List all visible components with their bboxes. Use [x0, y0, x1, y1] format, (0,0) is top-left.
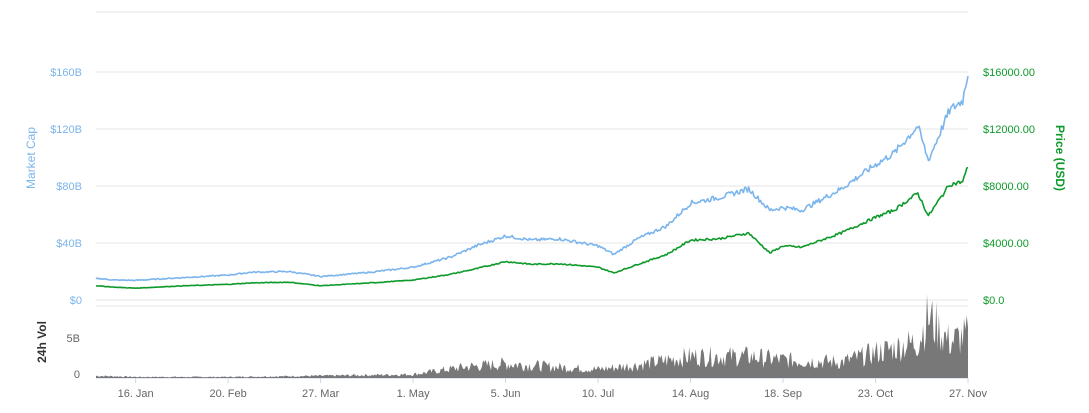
- right-tick-label: $8000.00: [983, 181, 1029, 193]
- volume-tick-label: 0: [74, 369, 80, 381]
- x-tick-label: 18. Sep: [764, 388, 802, 400]
- right-y-axis: $0.0 $4000.00 $8000.00 $12000.00 $16000.00: [983, 67, 1035, 307]
- volume-axis-label: 24h Vol: [35, 321, 49, 363]
- x-tick-label: 27. Mar: [302, 388, 340, 400]
- price-line: [95, 166, 969, 289]
- x-tick-label: 16. Jan: [118, 388, 154, 400]
- x-tick-label: 1. May: [397, 388, 431, 400]
- price-chart-lines: [95, 75, 969, 289]
- left-y-axis: $0 $40B $80B $120B $160B: [50, 67, 82, 307]
- x-tick-label: 5. Jun: [491, 388, 521, 400]
- left-tick-label: $80B: [56, 181, 82, 193]
- left-axis-label: Market Cap: [24, 127, 38, 189]
- x-tick-label: 20. Feb: [209, 388, 246, 400]
- left-tick-label: $40B: [56, 238, 82, 250]
- left-tick-label: $0: [70, 295, 82, 307]
- gridlines: [96, 11, 968, 379]
- volume-area: [96, 294, 968, 378]
- volume-y-axis: 0 5B: [67, 333, 80, 381]
- right-tick-label: $16000.00: [983, 67, 1035, 79]
- left-tick-label: $120B: [50, 124, 82, 136]
- left-tick-label: $160B: [50, 67, 82, 79]
- volume-tick-label: 5B: [67, 333, 80, 345]
- x-tick-label: 23. Oct: [858, 388, 893, 400]
- x-axis: 16. Jan 20. Feb 27. Mar 1. May 5. Jun 10. Jul…: [118, 378, 987, 400]
- right-tick-label: $0.0: [983, 295, 1004, 307]
- x-tick-label: 27. Nov: [949, 388, 987, 400]
- x-tick-label: 14. Aug: [672, 388, 709, 400]
- volume-panel: [96, 294, 968, 378]
- right-tick-label: $4000.00: [983, 238, 1029, 250]
- market-cap-line: [95, 75, 969, 282]
- right-axis-label: Price (USD): [1053, 125, 1067, 191]
- right-tick-label: $12000.00: [983, 124, 1035, 136]
- x-tick-label: 10. Jul: [582, 388, 614, 400]
